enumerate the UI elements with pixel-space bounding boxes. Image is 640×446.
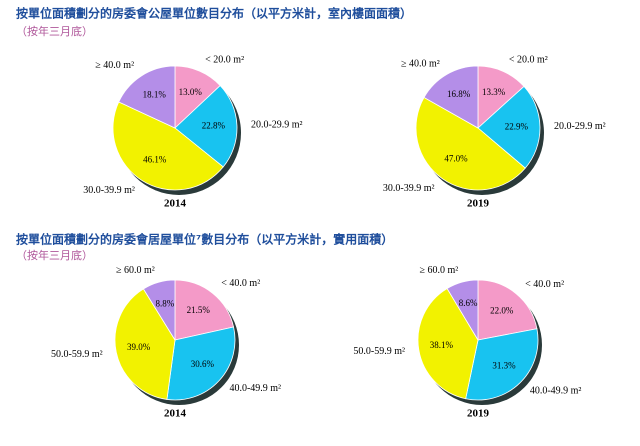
pie-slice (118, 65, 176, 129)
pie-slice (417, 287, 479, 400)
value-label: 18.1% (143, 90, 167, 100)
category-label: 50.0-59.9 m² (51, 349, 103, 360)
category-label: < 40.0 m² (221, 278, 260, 289)
pie-slice (166, 326, 236, 401)
value-label: 38.1% (430, 340, 454, 350)
pie-slice (174, 84, 238, 168)
pie-slice (465, 328, 539, 401)
category-label: 50.0-59.9 m² (353, 346, 405, 357)
category-label: < 20.0 m² (205, 54, 244, 65)
value-label: 30.6% (191, 359, 215, 369)
value-label: 21.5% (187, 305, 211, 315)
value-label: 13.3% (482, 87, 506, 97)
pie-slice (477, 279, 538, 341)
category-label: ≥ 60.0 m² (419, 265, 458, 276)
category-label: 40.0-49.9 m² (229, 383, 281, 394)
value-label: 8.6% (459, 298, 478, 308)
category-label: 30.0-39.9 m² (83, 185, 135, 196)
value-label: 47.0% (444, 154, 468, 164)
pie-slice (477, 85, 541, 169)
category-label: < 20.0 m² (509, 55, 548, 66)
category-label: 40.0-49.9 m² (530, 386, 582, 397)
value-label: 22.0% (490, 305, 514, 315)
pie-slice (174, 279, 235, 341)
pie-title: 2019 (467, 198, 490, 210)
section-subtitle: （按年三月底） (16, 24, 93, 38)
category-label: ≥ 40.0 m² (401, 58, 440, 69)
pie-slice (446, 279, 479, 342)
section-title: 按單位面積劃分的房委會居屋單位⁷數目分布（以平方米計，實用面積） (16, 232, 393, 247)
category-label: ≥ 40.0 m² (95, 60, 134, 71)
pie-title: 2019 (467, 408, 490, 420)
pie-slice (112, 101, 224, 191)
section-title: 按單位面積劃分的房委會公屋單位數目分布（以平方米計，室內樓面面積） (16, 6, 412, 21)
pie-slice (423, 65, 479, 129)
pie-title: 2014 (164, 198, 187, 210)
value-label: 22.8% (202, 121, 226, 131)
pie-slice (415, 96, 526, 191)
category-label: 20.0-29.9 m² (554, 121, 606, 132)
category-label: < 40.0 m² (525, 279, 564, 290)
value-label: 13.0% (179, 87, 203, 97)
section-subtitle: （按年三月底） (16, 248, 93, 262)
category-label: ≥ 60.0 m² (116, 265, 155, 276)
value-label: 16.8% (447, 89, 471, 99)
pie-slice (114, 288, 176, 400)
value-label: 8.8% (155, 298, 174, 308)
category-label: 30.0-39.9 m² (383, 183, 435, 194)
pie-slice (142, 279, 176, 342)
value-label: 31.3% (492, 361, 516, 371)
pie-title: 2014 (164, 408, 187, 420)
value-label: 39.0% (127, 342, 151, 352)
category-label: 20.0-29.9 m² (251, 120, 303, 131)
value-label: 22.9% (505, 121, 529, 131)
value-label: 46.1% (143, 155, 167, 165)
